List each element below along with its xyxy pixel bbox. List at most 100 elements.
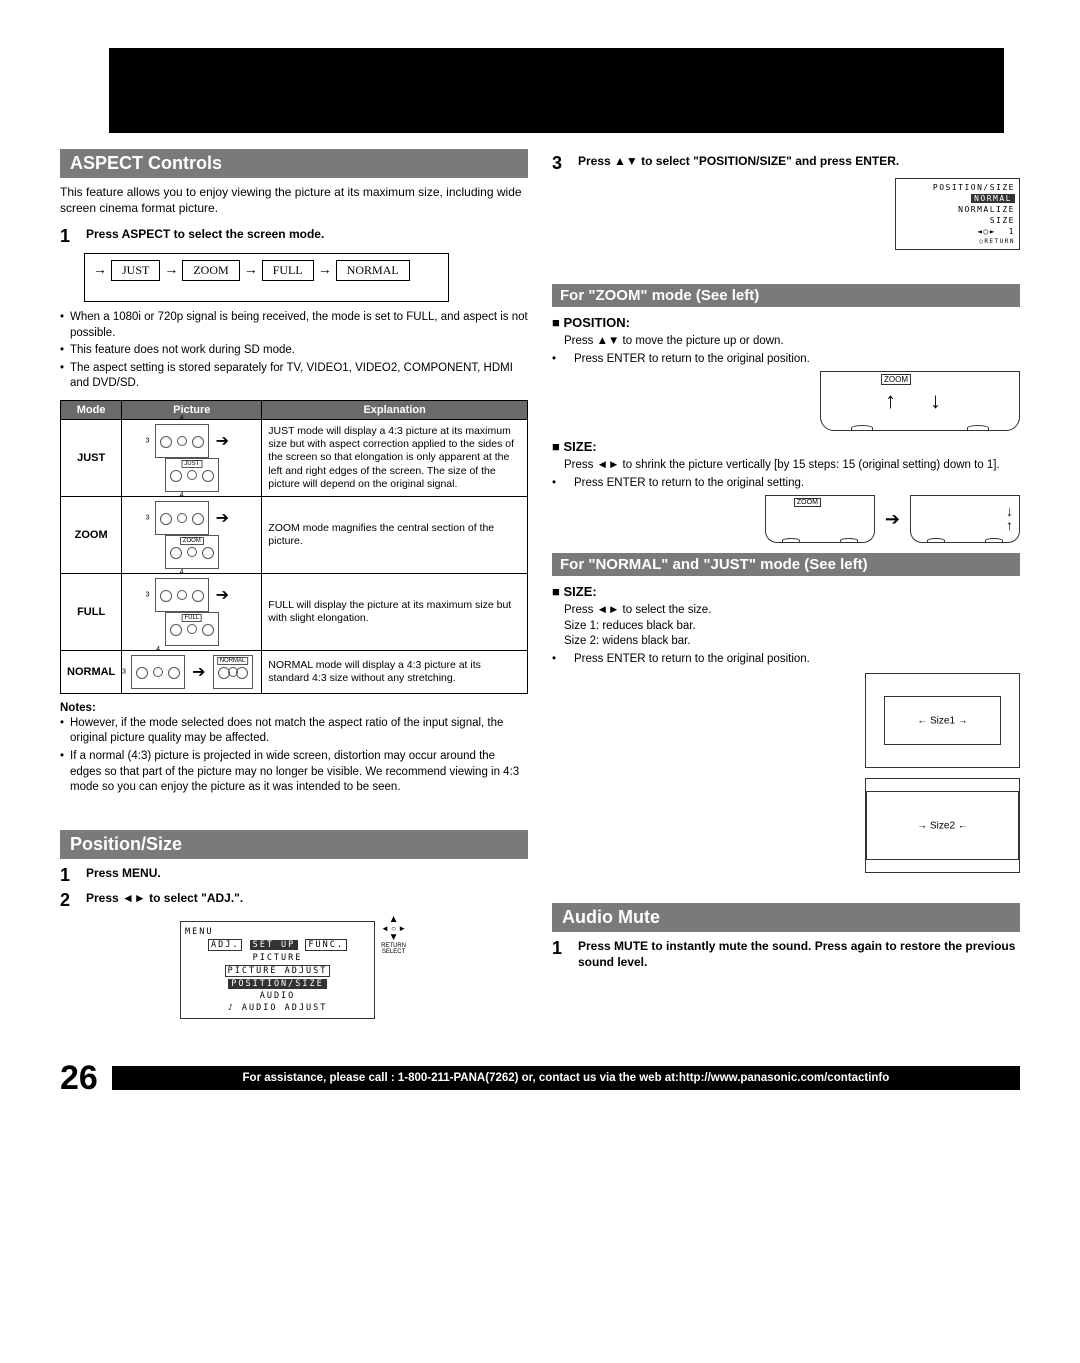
menu-row: AUDIO <box>185 990 370 1002</box>
table-row: ZOOM 43 ➔ ZOOM ZOOM mode magnifies the c… <box>61 496 528 573</box>
table-row: FULL 43 ➔ FULL FULL will display the pic… <box>61 573 528 650</box>
remote-nav-icon: ▲ ◄ ○ ► ▼ RETURN SELECT <box>381 915 406 955</box>
position-subhead: POSITION: <box>552 315 1020 330</box>
normal-just-heading: For "NORMAL" and "JUST" mode (See left) <box>552 553 1020 576</box>
mode-explanation: ZOOM mode magnifies the central section … <box>262 496 528 573</box>
step-text: Press ASPECT to select the screen mode. <box>86 226 528 247</box>
table-row: NORMAL 43 ➔ NORMAL NORMAL mode will disp… <box>61 650 528 693</box>
col-mode: Mode <box>61 400 122 419</box>
osd-row: NORMALIZE <box>900 204 1015 215</box>
mode-name: NORMAL <box>61 650 122 693</box>
menu-row: POSITION/SIZE <box>185 978 370 990</box>
mute-step-1: 1 Press MUTE to instantly mute the sound… <box>552 938 1020 970</box>
nj-size-note: Press ENTER to return to the original po… <box>552 652 1020 668</box>
position-desc: Press ▲▼ to move the picture up or down. <box>552 334 1020 350</box>
menu-tabs: ADJ. SET UP FUNC. <box>185 938 370 952</box>
col-picture: Picture <box>122 400 262 419</box>
step-number: 1 <box>60 865 78 886</box>
arrow-right-icon: ➔ <box>216 585 229 605</box>
zoom-mode-heading: For "ZOOM" mode (See left) <box>552 284 1020 307</box>
arrow-right-icon: → <box>93 263 107 279</box>
mode-zoom: ZOOM <box>182 260 239 281</box>
size-note: Press ENTER to return to the original se… <box>552 476 1020 492</box>
arrow-right-icon: ➔ <box>216 431 229 451</box>
tv-after-icon: ↓↑ <box>910 495 1020 543</box>
step-number: 1 <box>552 938 570 970</box>
zoom-tag: ZOOM <box>881 374 911 385</box>
picture-after-icon: JUST <box>165 458 219 492</box>
two-column-layout: ASPECT Controls This feature allows you … <box>60 149 1020 1019</box>
notes-heading: Notes: <box>60 702 528 714</box>
arrow-right-icon: ➔ <box>885 509 900 530</box>
mode-normal: NORMAL <box>336 260 410 281</box>
position-step-3: 3 Press ▲▼ to select "POSITION/SIZE" and… <box>552 153 1020 174</box>
picture-before-icon: 43 <box>155 578 209 612</box>
mode-picture: 43 ➔ JUST <box>122 419 262 496</box>
audio-mute-heading: Audio Mute <box>552 903 1020 932</box>
aspect-modes-table: Mode Picture Explanation JUST 43 ➔ JUST … <box>60 400 528 694</box>
position-note: Press ENTER to return to the original po… <box>552 352 1020 368</box>
mode-full: FULL <box>262 260 314 281</box>
size2-label: Size2 <box>914 820 971 831</box>
aspect-step-1: 1 Press ASPECT to select the screen mode… <box>60 226 528 247</box>
top-header-bar <box>109 48 1004 133</box>
mode-name: FULL <box>61 573 122 650</box>
osd-return: ○RETURN <box>900 237 1015 246</box>
mode-explanation: FULL will display the picture at its max… <box>262 573 528 650</box>
position-step-1: 1 Press MENU. <box>60 865 528 886</box>
arrow-right-icon: → <box>244 263 258 279</box>
step-text: Press ◄► to select "ADJ.". <box>86 890 528 911</box>
arrow-right-icon: → <box>318 263 332 279</box>
note-item: If a normal (4:3) picture is projected i… <box>60 749 528 796</box>
step-number: 2 <box>60 890 78 911</box>
mode-picture: 43 ➔ NORMAL <box>122 650 262 693</box>
size-desc: Press ◄► to shrink the picture verticall… <box>552 458 1020 474</box>
tv-before-icon: ZOOM <box>765 495 875 543</box>
picture-before-icon: 43 <box>155 424 209 458</box>
shrink-arrows-icon: ↓↑ <box>1006 504 1013 532</box>
mode-picture: 43 ➔ ZOOM <box>122 496 262 573</box>
step-text: Press ▲▼ to select "POSITION/SIZE" and p… <box>578 153 1020 174</box>
step-text: Press MUTE to instantly mute the sound. … <box>578 938 1020 970</box>
aspect-note: The aspect setting is stored separately … <box>60 361 528 392</box>
note-item: However, if the mode selected does not m… <box>60 716 528 747</box>
page-number: 26 <box>60 1059 98 1098</box>
nj-size2: Size 2: widens black bar. <box>552 634 1020 650</box>
tab-adj: ADJ. <box>208 939 242 951</box>
aspect-intro: This feature allows you to enjoy viewing… <box>60 184 528 216</box>
aspect-note: When a 1080i or 720p signal is being rec… <box>60 310 528 341</box>
right-column: 3 Press ▲▼ to select "POSITION/SIZE" and… <box>552 149 1020 1019</box>
mode-explanation: NORMAL mode will display a 4:3 picture a… <box>262 650 528 693</box>
arrow-right-icon: ➔ <box>192 662 205 682</box>
size1-label: Size1 <box>914 715 971 726</box>
manual-page: ASPECT Controls This feature allows you … <box>0 0 1080 1138</box>
zoom-tag: ZOOM <box>794 498 821 507</box>
tab-setup: SET UP <box>250 940 299 950</box>
mode-just: JUST <box>111 260 160 281</box>
position-step-2: 2 Press ◄► to select "ADJ.". <box>60 890 528 911</box>
up-down-arrows-icon: ↑ ↓ <box>885 388 955 414</box>
osd-row: ◄○► 1 <box>900 226 1015 237</box>
size1-diagram: Size1 <box>865 673 1020 768</box>
remote-return-label: RETURN <box>381 943 406 949</box>
osd-menu: MENU ADJ. SET UP FUNC. PICTURE PICTURE A… <box>180 921 375 1019</box>
picture-after-icon: FULL <box>165 612 219 646</box>
tv-diagram-position: ZOOM ↑ ↓ <box>820 371 1020 431</box>
col-explanation: Explanation <box>262 400 528 419</box>
size-subhead: SIZE: <box>552 439 1020 454</box>
menu-row: PICTURE ADJUST <box>185 964 370 978</box>
step-number: 1 <box>60 226 78 247</box>
tab-func: FUNC. <box>305 939 347 951</box>
picture-before-icon: 43 <box>155 501 209 535</box>
page-footer: 26 For assistance, please call : 1-800-2… <box>60 1059 1020 1098</box>
position-size-heading: Position/Size <box>60 830 528 859</box>
menu-row: PICTURE <box>185 952 370 964</box>
left-column: ASPECT Controls This feature allows you … <box>60 149 528 1019</box>
size-subhead: SIZE: <box>552 584 1020 599</box>
arrow-right-icon: → <box>164 263 178 279</box>
osd-position-size: POSITION/SIZE NORMAL NORMALIZE SIZE ◄○► … <box>895 178 1020 250</box>
osd-title: POSITION/SIZE <box>900 182 1015 193</box>
aspect-controls-heading: ASPECT Controls <box>60 149 528 178</box>
picture-after-icon: NORMAL <box>213 655 253 689</box>
step-number: 3 <box>552 153 570 174</box>
